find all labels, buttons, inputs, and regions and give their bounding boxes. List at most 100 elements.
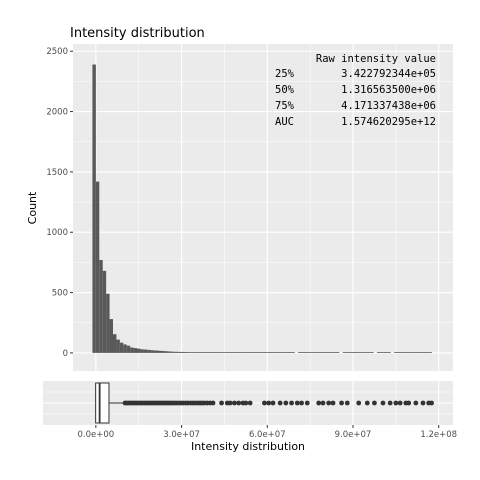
histogram-bar (267, 352, 271, 353)
histogram-bar (315, 352, 319, 353)
histogram-bar (219, 352, 223, 353)
histogram-bar (106, 293, 110, 353)
histogram-bar (383, 352, 388, 353)
histogram-bar (377, 352, 381, 353)
histogram-bar (164, 351, 168, 353)
histogram-bar (178, 351, 182, 353)
x-tick-label: 3.0e+07 (163, 430, 200, 440)
histogram-bar (257, 352, 261, 353)
histogram-bar (353, 352, 357, 353)
histogram-bar (325, 352, 329, 353)
histogram-bar (167, 351, 172, 353)
summary-label-median: 50% (275, 84, 295, 96)
boxplot-iqr-box (95, 382, 110, 424)
histogram-bar (157, 350, 161, 353)
histogram-bar (277, 352, 281, 353)
boxplot-outlier-point (270, 400, 276, 406)
histogram-bar (359, 352, 364, 353)
histogram-bar (380, 352, 384, 353)
histogram-bar (123, 344, 127, 353)
boxplot-x-axis: 0.0e+00 3.0e+07 6.0e+07 9.0e+07 1.2e+08 (78, 425, 457, 440)
histogram-bar (428, 352, 432, 353)
boxplot-outlier-point (277, 400, 283, 406)
histogram-bar (342, 352, 347, 353)
boxplot-outlier-point (236, 400, 242, 406)
boxplot-outlier-point (420, 400, 426, 406)
histogram-bar (274, 352, 278, 353)
boxplot-outlier-point (397, 400, 403, 406)
histogram-bar (171, 351, 175, 353)
boxplot-outlier-point (344, 400, 350, 406)
histogram-bar (222, 352, 227, 353)
histogram-bar (202, 352, 206, 353)
histogram-bar (147, 349, 151, 353)
boxplot-outlier-point (413, 400, 419, 406)
histogram-bar (253, 352, 257, 353)
summary-value-median: 1.316563500e+06 (341, 84, 436, 96)
histogram-bar (243, 352, 247, 353)
histogram-bar (363, 352, 367, 353)
histogram-bar (332, 352, 336, 353)
histogram-bar (119, 342, 124, 353)
histogram-bar (126, 345, 131, 353)
boxplot-outlier-point (243, 400, 249, 406)
summary-value-q3: 4.171337438e+06 (341, 100, 436, 112)
histogram-bar (116, 339, 120, 353)
boxplot-outlier-point (356, 400, 362, 406)
summary-label-auc: AUC (275, 116, 294, 128)
boxplot-outlier-point (339, 400, 344, 406)
histogram-bar (346, 352, 350, 353)
summary-value-auc: 1.574620295e+12 (341, 116, 436, 128)
boxplot-outlier-point (364, 400, 370, 406)
histogram-bar (397, 352, 401, 353)
histogram-y-axis: 0 500 1000 1500 2000 2500 (46, 47, 73, 359)
histogram-bar (305, 352, 309, 353)
histogram-bar (198, 352, 203, 353)
histogram-bar (191, 352, 196, 353)
boxplot-outlier-point (380, 400, 386, 406)
boxplot-outlier-point (387, 400, 393, 406)
histogram-bar (133, 348, 137, 353)
histogram-bar (335, 352, 340, 353)
boxplot-box (95, 382, 125, 424)
boxplot-panel (43, 381, 453, 425)
histogram-bar (174, 351, 179, 353)
boxplot-outlier-point (283, 400, 289, 406)
histogram-bar (308, 352, 312, 353)
y-tick-label: 500 (52, 289, 68, 299)
histogram-bar (425, 352, 429, 353)
histogram-bar (298, 352, 302, 353)
histogram-bar (263, 352, 268, 353)
histogram-bar (239, 352, 244, 353)
histogram-bar (421, 352, 425, 353)
boxplot-outlier-point (247, 400, 253, 406)
histogram-bar (394, 352, 398, 353)
histogram-bar (311, 352, 316, 353)
boxplot-outlier-point (294, 400, 300, 406)
histogram-bar (95, 181, 100, 353)
histogram-bar (291, 352, 295, 353)
histogram-bar (287, 352, 292, 353)
summary-label-q3: 75% (275, 100, 295, 112)
boxplot-outlier-point (266, 400, 272, 406)
histogram-bar (414, 352, 419, 353)
boxplot-outlier-point (227, 400, 233, 406)
boxplot-outlier-point (320, 400, 326, 406)
x-tick-label: 0.0e+00 (78, 430, 115, 440)
histogram-bar (318, 352, 323, 353)
summary-header-value: Raw intensity value (316, 53, 436, 65)
histogram-bar (143, 349, 148, 353)
summary-table: Raw intensity value 25% 3.422792344e+05 … (275, 53, 436, 128)
histogram-bar (137, 348, 141, 353)
boxplot-outlier-point (326, 400, 332, 406)
histogram-bar (418, 352, 422, 353)
histogram-bar (229, 352, 233, 353)
boxplot-outlier-point (372, 400, 377, 406)
boxplot-outlier-point (232, 400, 237, 406)
histogram-bar (212, 352, 216, 353)
histogram-bar (233, 352, 237, 353)
histogram-bar (387, 352, 391, 353)
histogram-bar (281, 352, 285, 353)
x-tick-label: 9.0e+07 (335, 430, 372, 440)
